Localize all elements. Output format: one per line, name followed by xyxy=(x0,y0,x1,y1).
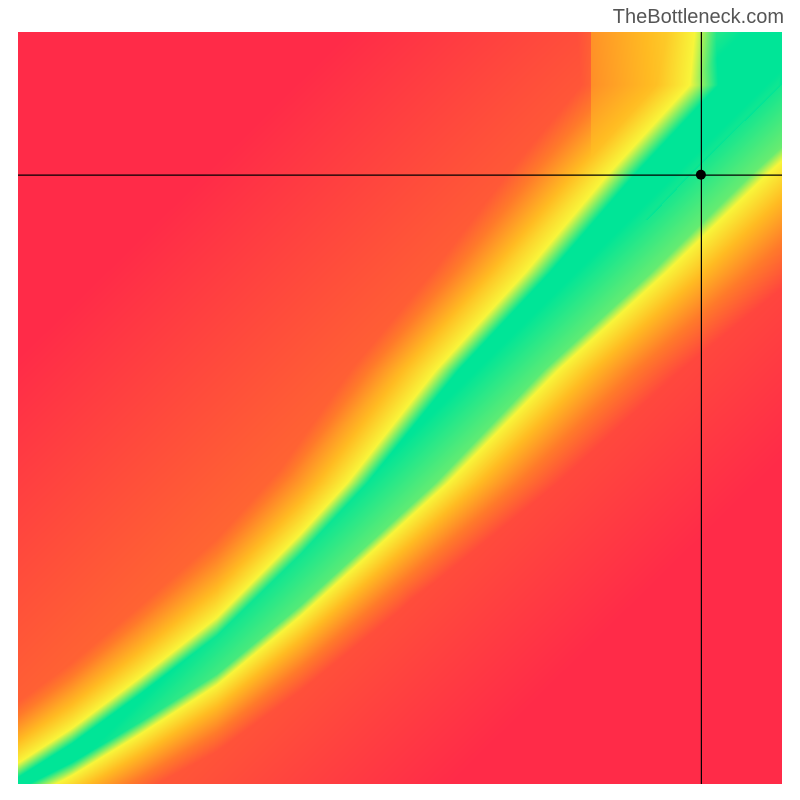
figure-root: TheBottleneck.com xyxy=(0,0,800,800)
attribution-text: TheBottleneck.com xyxy=(613,6,784,29)
heatmap-canvas xyxy=(18,32,782,784)
bottleneck-heatmap xyxy=(18,32,782,784)
